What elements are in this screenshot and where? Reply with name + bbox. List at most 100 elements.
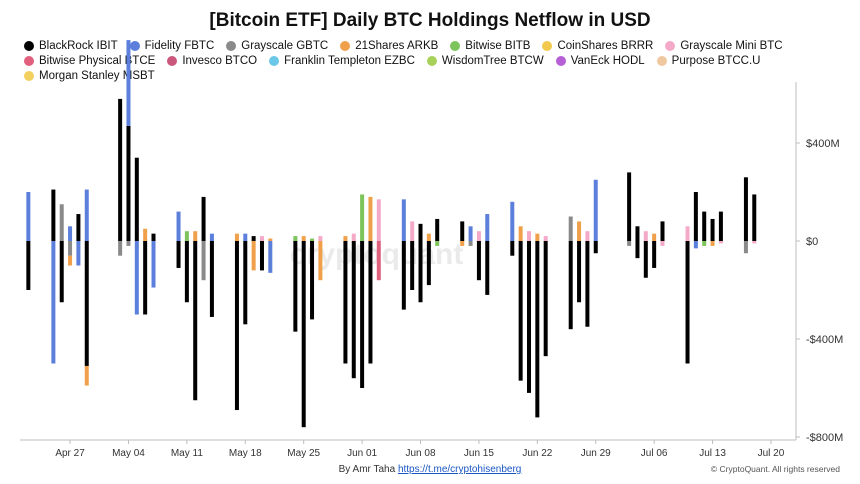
bar-segment: [460, 241, 465, 246]
y-tick-label: -$400M: [806, 334, 843, 346]
bar-segment: [176, 241, 181, 268]
bar-segment: [201, 241, 206, 281]
bar-segment: [635, 226, 640, 241]
bar-segment: [718, 211, 723, 241]
bar-segment: [201, 196, 206, 241]
bar-segment: [301, 236, 306, 241]
bar-segment: [209, 233, 214, 241]
bar-segment: [26, 192, 31, 241]
bar-segment: [643, 231, 648, 241]
legend-item[interactable]: VanEck HODL: [555, 55, 645, 67]
legend-label: Grayscale Mini BTC: [680, 40, 783, 52]
x-tick-label: Jul 06: [641, 448, 668, 459]
bar-segment: [193, 231, 198, 241]
bar-segment: [51, 241, 56, 364]
bar-segment: [535, 233, 540, 241]
x-tick-label: Jun 08: [406, 448, 436, 459]
bar-segment: [251, 236, 256, 241]
bar-segment: [718, 241, 723, 244]
bar-segment: [318, 236, 323, 241]
legend-label: CoinShares BRRR: [557, 40, 654, 52]
bar-segment: [752, 241, 757, 244]
y-tick-label: $0: [806, 236, 818, 248]
legend-label: Morgan Stanley MSBT: [39, 70, 155, 82]
bar-segment: [234, 233, 239, 241]
bar-segment: [652, 241, 657, 268]
bar-segment: [376, 241, 381, 281]
bar-segment: [184, 231, 189, 241]
legend-label: Bitwise Physical BTCE: [39, 55, 156, 67]
bar-segment: [743, 177, 748, 241]
legend-item[interactable]: 21Shares ARKB: [340, 40, 438, 52]
legend-swatch: [24, 71, 34, 81]
legend-label: Invesco BTCO: [182, 55, 258, 67]
bar-segment: [526, 241, 531, 393]
bar-segment: [485, 241, 490, 295]
bar-segment: [301, 241, 306, 428]
bar-segment: [351, 241, 356, 379]
legend-item[interactable]: Bitwise Physical BTCE: [24, 55, 155, 67]
bar-segment: [693, 192, 698, 241]
bar-segment: [126, 125, 131, 241]
legend-label: WisdomTree BTCW: [441, 55, 544, 67]
bar-segment: [743, 241, 748, 254]
bar-segment: [435, 241, 440, 246]
bar-segment: [476, 231, 481, 241]
bar-segment: [76, 241, 81, 266]
legend-swatch: [340, 41, 351, 51]
legend-label: Fidelity FBTC: [144, 40, 215, 52]
chart-title: [Bitcoin ETF] Daily BTC Holdings Netflow…: [209, 10, 651, 31]
legend-swatch: [665, 41, 676, 51]
legend-item[interactable]: WisdomTree BTCW: [426, 55, 544, 67]
bar-segment: [418, 223, 423, 241]
bar-segment: [310, 238, 315, 241]
bar-segment: [702, 211, 707, 241]
x-tick-label: May 04: [112, 448, 145, 459]
bar-segment: [151, 241, 156, 288]
bar-segment: [209, 241, 214, 317]
legend-item[interactable]: Fidelity FBTC: [129, 40, 215, 52]
bar-segment: [368, 241, 373, 364]
bar-segment: [351, 233, 356, 241]
legend-item[interactable]: Invesco BTCO: [167, 55, 257, 67]
legend-swatch: [269, 56, 280, 66]
bar-segment: [460, 221, 465, 241]
legend-item[interactable]: Bitwise BITB: [450, 40, 530, 52]
legend-item[interactable]: Grayscale Mini BTC: [665, 40, 783, 52]
legend: BlackRock IBIT Fidelity FBTC Grayscale GBT…: [24, 40, 844, 82]
bar-segment: [118, 241, 123, 256]
bar-segment: [702, 241, 707, 246]
bar-segment: [426, 241, 431, 286]
x-tick-label: Jun 15: [464, 448, 494, 459]
legend-item[interactable]: BlackRock IBIT: [24, 40, 118, 52]
legend-swatch: [542, 41, 553, 51]
copyright-text: © CryptoQuant. All rights reserved: [710, 464, 840, 474]
bar-segment: [518, 226, 523, 241]
bar-segment: [176, 211, 181, 241]
bar-segment: [84, 189, 89, 241]
x-tick-label: May 11: [171, 448, 203, 459]
legend-item[interactable]: Franklin Templeton EZBC: [269, 55, 415, 67]
bar-segment: [68, 241, 73, 256]
x-tick-label: Jun 01: [347, 448, 377, 459]
byline-link[interactable]: https://t.me/cryptohisenberg: [397, 464, 522, 475]
legend-swatch: [426, 56, 437, 66]
legend-item[interactable]: Purpose BTCC.U: [656, 55, 761, 67]
byline-text: By Amr Taha: [338, 464, 396, 475]
bar-segment: [593, 241, 598, 254]
bar-segment: [293, 236, 298, 241]
bar-segment: [577, 221, 582, 241]
legend-label: Purpose BTCC.U: [671, 55, 761, 67]
bar-segment: [426, 233, 431, 241]
bar-segment: [401, 199, 406, 241]
bar-segment: [568, 241, 573, 330]
legend-item[interactable]: CoinShares BRRR: [542, 40, 653, 52]
bar-segment: [193, 241, 198, 401]
legend-item[interactable]: Grayscale GBTC: [226, 40, 328, 52]
legend-label: BlackRock IBIT: [39, 40, 118, 52]
bar-segment: [468, 241, 473, 246]
legend-item[interactable]: Morgan Stanley MSBT: [24, 70, 155, 82]
bar-segment: [293, 241, 298, 332]
bar-segment: [143, 228, 148, 241]
